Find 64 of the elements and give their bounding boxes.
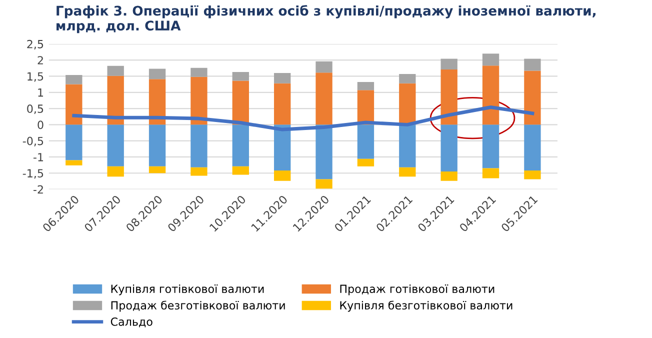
bar [524, 58, 541, 71]
bar [66, 84, 82, 125]
bar [232, 80, 249, 125]
bar [316, 72, 332, 125]
bar [399, 74, 416, 84]
bar [357, 124, 374, 159]
bar [232, 124, 249, 166]
bar [357, 82, 374, 90]
bar [232, 166, 249, 175]
y-tick-label: 2,5 [27, 40, 44, 50]
bar [524, 170, 541, 180]
legend-label: Купівля готівкової валюти [111, 284, 264, 296]
bar [482, 168, 500, 178]
bar [107, 76, 124, 125]
line-series [72, 106, 534, 132]
y-tick-label: 1 [38, 88, 44, 97]
y-tick-label: -1,5 [22, 169, 44, 179]
legend-label: Сальдо [110, 317, 152, 328]
y-tick-label: 0 [38, 120, 44, 130]
y-tick-label: 1,5 [28, 72, 44, 82]
bar [190, 76, 208, 125]
legend-label: Купівля безготівкової валюти [340, 300, 512, 312]
bar [190, 167, 208, 176]
bar [148, 166, 166, 174]
bar [524, 70, 541, 125]
bar [66, 74, 82, 84]
bar [66, 160, 82, 166]
bar [107, 166, 124, 177]
bar [66, 124, 82, 160]
bar [316, 179, 332, 189]
bar [482, 54, 500, 66]
bar [274, 124, 291, 171]
bar [316, 61, 332, 73]
y-tick-label: -2 [34, 185, 43, 194]
chart-title: Графік 3. Операції фізичних осіб з купівлі/продажу іноземної валюти, млрд. дол. США [56, 5, 596, 34]
y-tick-label: -1 [34, 153, 44, 162]
bar [274, 170, 291, 181]
bar [524, 124, 541, 171]
bar [148, 79, 166, 125]
bar [148, 68, 166, 80]
bar [440, 172, 458, 181]
bar [482, 66, 500, 125]
bar [107, 124, 124, 166]
bar [107, 66, 124, 76]
bar [440, 58, 458, 70]
bar [274, 83, 291, 125]
bar [316, 124, 332, 180]
bar [190, 68, 208, 77]
bar [440, 124, 458, 172]
bar [148, 124, 166, 166]
y-tick-label: 2 [38, 56, 43, 64]
bar [274, 73, 291, 84]
bar [399, 124, 416, 168]
bar [399, 167, 416, 177]
legend-label: Продаж безготівкової валюти [111, 300, 285, 312]
bar [399, 83, 416, 125]
bar [482, 124, 500, 168]
y-tick-label: 0,5 [27, 104, 44, 114]
legend-label: Продаж готівкової валюти [340, 284, 494, 296]
bar [232, 72, 249, 81]
bar [357, 158, 374, 166]
bar [440, 69, 458, 125]
y-tick-label: -0,5 [22, 136, 44, 146]
bar [190, 124, 208, 168]
